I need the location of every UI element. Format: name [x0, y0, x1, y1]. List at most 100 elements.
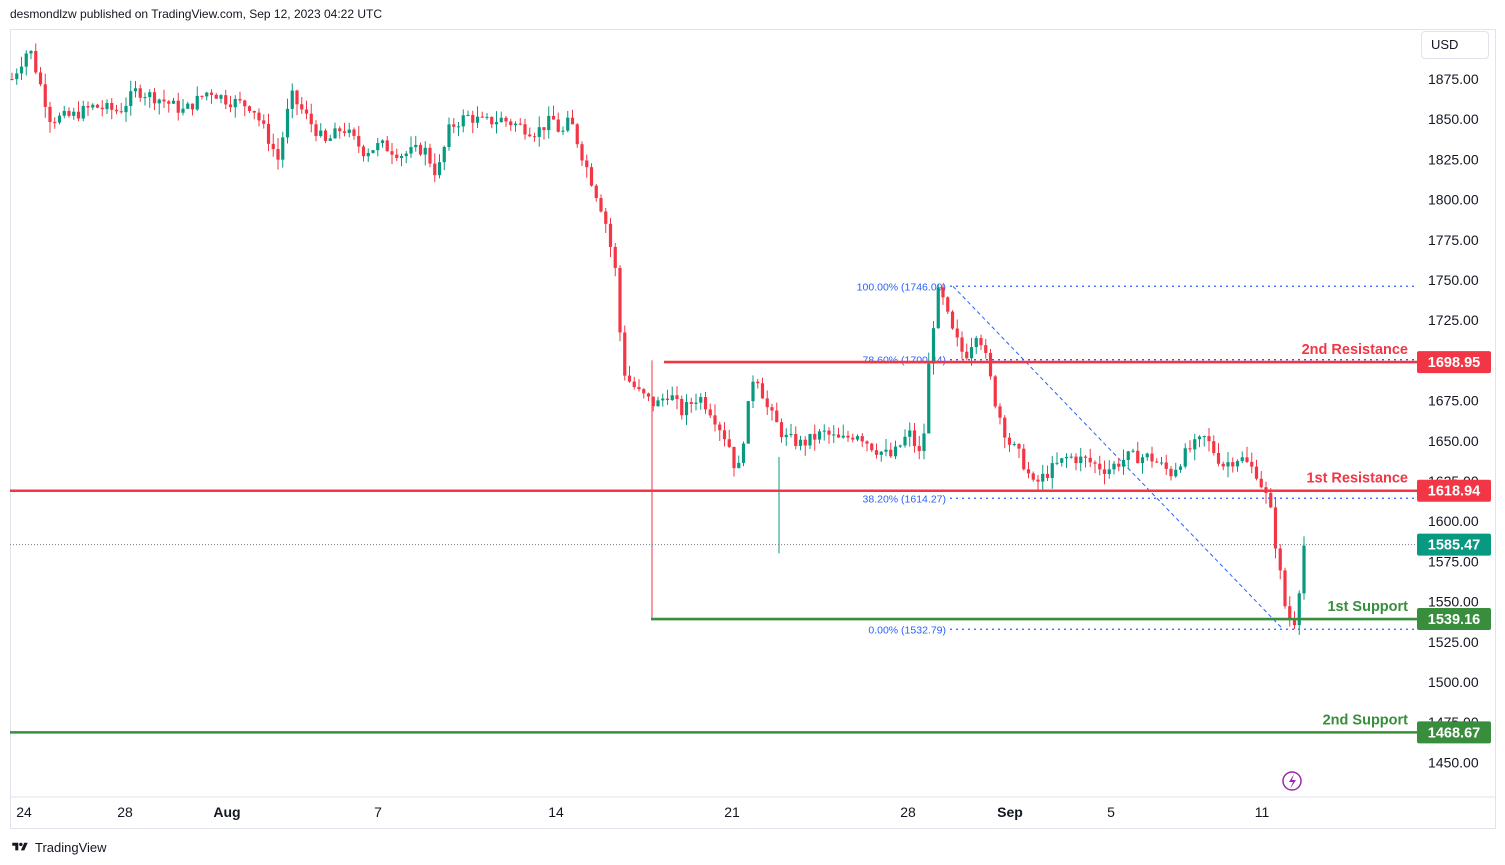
y-tick-label: 1650.00	[1428, 433, 1479, 449]
candle-body	[1017, 444, 1021, 449]
candle-body	[708, 409, 712, 416]
candle-body	[57, 115, 62, 123]
candle-body	[366, 152, 370, 157]
candle-body	[594, 185, 598, 199]
fib-level-label: 0.00% (1532.79)	[868, 624, 946, 636]
candle-body	[252, 110, 256, 113]
candle-body	[262, 120, 266, 124]
y-tick-label: 1600.00	[1428, 513, 1479, 529]
candle-body	[908, 430, 912, 437]
candle-body	[124, 105, 128, 113]
candle-body	[523, 124, 527, 135]
candle-body	[447, 124, 451, 148]
candle-body	[186, 103, 190, 109]
lightning-icon[interactable]	[1282, 771, 1302, 791]
candle-body	[138, 88, 142, 98]
candle-body	[409, 147, 413, 154]
candle-body	[1231, 462, 1235, 467]
candle-body	[1259, 478, 1263, 488]
fibonacci-retracement[interactable]: 100.00% (1746.09) 78.60% (1700.44) 38.20% …	[857, 281, 1415, 636]
candle-body	[1283, 570, 1287, 607]
candle-body	[376, 143, 380, 151]
level-price-tag	[1417, 608, 1491, 631]
candle-body	[974, 338, 978, 348]
candle-body	[965, 351, 969, 359]
currency-selector[interactable]: USD	[1421, 31, 1489, 59]
candle-body	[10, 79, 14, 80]
candle-body	[613, 246, 617, 268]
candle-body	[651, 396, 655, 407]
candle-body	[171, 100, 176, 104]
chart-pane[interactable]	[10, 29, 1496, 829]
y-tick-label: 1750.00	[1428, 272, 1479, 288]
x-tick-label: Sep	[997, 804, 1023, 820]
candle-body	[485, 116, 489, 118]
candle-body	[195, 95, 199, 110]
candle-body	[1155, 461, 1159, 463]
x-tick-label: Aug	[213, 804, 240, 820]
candle-body	[1041, 473, 1045, 482]
candle-body	[1117, 463, 1121, 467]
candle-body	[865, 441, 869, 444]
level-label: 2nd Resistance	[1302, 342, 1408, 358]
candle-body	[946, 297, 950, 312]
candle-body	[1007, 437, 1012, 445]
candle-body	[960, 337, 964, 352]
footer-brand[interactable]: TradingView	[10, 838, 107, 856]
candle-body	[200, 95, 204, 97]
candle-body	[532, 136, 537, 138]
candle-body	[879, 451, 883, 455]
candle-body	[941, 287, 945, 298]
candle-body	[1012, 444, 1016, 446]
candle-body	[266, 123, 271, 144]
candle-body	[414, 144, 418, 148]
candle-body	[34, 50, 38, 73]
candle-body	[471, 114, 475, 123]
candle-body	[665, 398, 670, 401]
candle-body	[827, 430, 831, 435]
candle-body	[1174, 469, 1178, 477]
x-axis[interactable]: 24 28 Aug 7 14 21 28 Sep 5 11	[16, 804, 1269, 820]
candle-body	[841, 435, 845, 438]
candle-body	[1098, 463, 1102, 470]
y-tick-label: 1825.00	[1428, 151, 1479, 167]
candle-body	[1212, 441, 1216, 454]
candle-body	[741, 443, 746, 463]
candle-body	[1297, 593, 1301, 626]
candle-body	[803, 439, 807, 446]
candle-body	[1022, 448, 1026, 470]
candle-body	[243, 100, 247, 107]
candle-body	[190, 103, 195, 110]
candle-body	[746, 401, 750, 444]
candle-body	[760, 383, 765, 399]
candle-body	[281, 137, 285, 160]
candle-body	[599, 198, 603, 212]
candle-body	[300, 104, 304, 110]
candle-body	[1050, 463, 1054, 478]
candle-body	[1069, 456, 1073, 458]
candle-body	[566, 117, 570, 131]
candle-body	[81, 106, 85, 119]
candle-body	[646, 393, 651, 397]
candle-body	[513, 123, 518, 126]
candle-body	[1112, 463, 1116, 470]
candle-body	[428, 147, 432, 164]
candle-body	[205, 92, 209, 97]
candle-body	[955, 328, 959, 338]
candle-body	[1036, 479, 1040, 482]
candle-body	[352, 129, 356, 136]
candle-body	[304, 109, 309, 114]
candle-body	[822, 430, 826, 432]
candle-body	[727, 439, 731, 447]
support-resistance-levels[interactable]: 2nd Resistance 1698.95 1st Resistance 1618.…	[10, 342, 1491, 744]
candle-body	[694, 402, 698, 404]
y-axis[interactable]: 1875.00 1850.00 1825.00 1800.00 1775.00 1750.…	[1428, 71, 1479, 770]
candle-body	[461, 115, 465, 127]
level-price-tag	[1417, 721, 1491, 744]
candle-body	[114, 109, 119, 112]
candle-body	[1064, 456, 1069, 459]
candle-body	[276, 149, 280, 160]
x-tick-label: 24	[16, 804, 32, 820]
candle-body	[775, 410, 779, 423]
